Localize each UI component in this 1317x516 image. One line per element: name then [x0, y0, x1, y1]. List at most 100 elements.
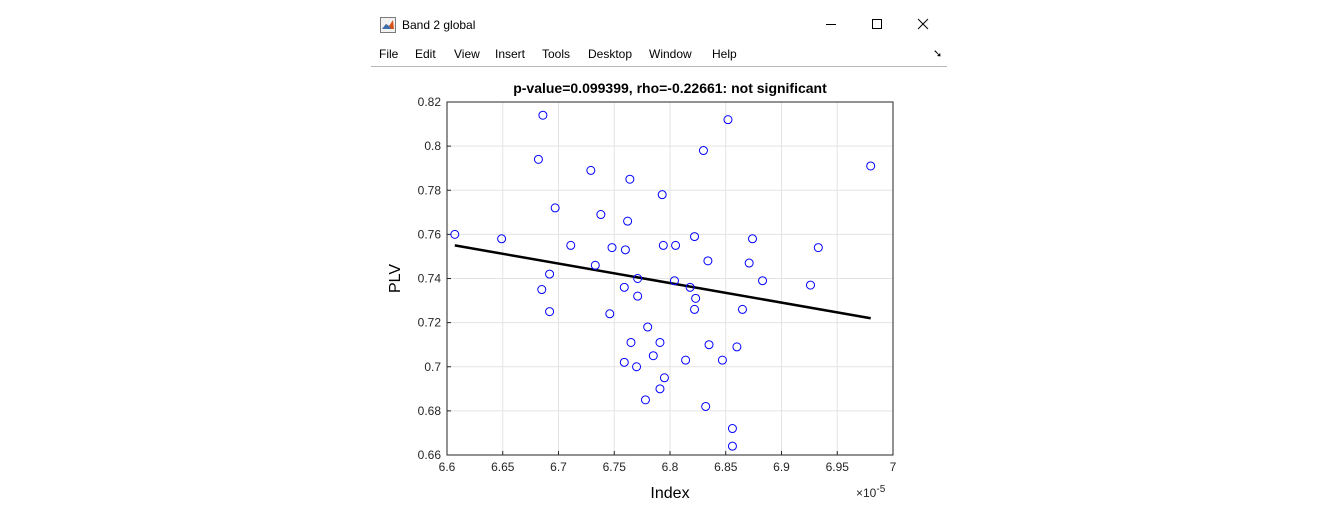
data-point: [744, 258, 754, 268]
data-point: [813, 243, 823, 253]
menu-help[interactable]: Help: [712, 47, 737, 61]
x-tick-label: 6.95: [826, 460, 850, 474]
x-exponent-base: ×10: [856, 486, 877, 500]
scatter-plot: p-value=0.099399, rho=-0.22661: not sign…: [387, 80, 897, 502]
data-point: [685, 282, 695, 292]
x-tick-label: 6.8: [662, 460, 679, 474]
data-point: [537, 285, 547, 295]
data-point: [643, 322, 653, 332]
data-point: [655, 384, 665, 394]
y-axis-label: PLV: [387, 264, 404, 293]
data-points: [450, 110, 876, 451]
menu-insert[interactable]: Insert: [495, 47, 526, 61]
y-tick-label: 0.82: [418, 95, 442, 109]
data-point: [605, 309, 615, 319]
x-axis-exponent: ×10-5: [856, 484, 886, 500]
menu-file[interactable]: File: [379, 47, 399, 61]
data-point: [545, 307, 555, 317]
x-axis-label: Index: [650, 485, 689, 502]
y-tick-label: 0.7: [424, 360, 441, 374]
menu-tools[interactable]: Tools: [542, 47, 571, 61]
x-tick-label: 6.6: [439, 460, 456, 474]
data-point: [586, 165, 596, 175]
data-point: [717, 355, 727, 365]
data-point: [550, 203, 560, 213]
data-point: [669, 276, 679, 286]
data-point: [538, 110, 548, 120]
data-point: [737, 304, 747, 314]
data-point: [533, 154, 543, 164]
data-point: [701, 401, 711, 411]
data-point: [626, 337, 636, 347]
y-tick-label: 0.8: [424, 139, 441, 153]
maximize-button[interactable]: [854, 8, 900, 40]
data-point: [640, 395, 650, 405]
menu-edit[interactable]: Edit: [415, 47, 436, 61]
figure-window: Band 2 global File Edit View Insert Tool…: [371, 0, 947, 516]
matlab-figure-icon: [380, 17, 396, 33]
data-point: [596, 210, 606, 220]
menu-view[interactable]: View: [454, 47, 480, 61]
minimize-icon: [826, 24, 836, 25]
x-tick-label: 6.85: [714, 460, 738, 474]
regression-line: [454, 244, 871, 320]
menu-window[interactable]: Window: [649, 47, 692, 61]
data-point: [805, 280, 815, 290]
data-point: [727, 424, 737, 434]
minimize-button[interactable]: [808, 8, 854, 40]
data-point: [690, 232, 700, 242]
data-point: [497, 234, 507, 244]
data-point: [619, 282, 629, 292]
data-point: [703, 256, 713, 266]
y-tick-label: 0.72: [418, 316, 442, 330]
data-point: [566, 240, 576, 250]
data-point: [671, 240, 681, 250]
dock-arrow-icon[interactable]: ➘: [933, 48, 943, 60]
data-point: [732, 342, 742, 352]
data-point: [698, 146, 708, 156]
grid-lines: [446, 101, 894, 456]
data-point: [704, 340, 714, 350]
data-point: [758, 276, 768, 286]
window-title: Band 2 global: [402, 18, 476, 32]
data-point: [633, 274, 643, 283]
fit-line-group: [454, 244, 871, 320]
close-button[interactable]: [900, 8, 946, 40]
data-point: [748, 234, 758, 244]
menu-bar: File Edit View Insert Tools Desktop Wind…: [371, 42, 947, 67]
y-tick-label: 0.66: [418, 448, 442, 462]
y-tick-label: 0.78: [418, 183, 442, 197]
title-bar[interactable]: Band 2 global: [371, 8, 947, 42]
data-point: [632, 362, 642, 372]
data-point: [620, 245, 630, 255]
x-tick-label: 6.75: [603, 460, 627, 474]
data-point: [658, 240, 668, 250]
data-point: [633, 291, 643, 301]
maximize-icon: [872, 19, 882, 29]
data-point: [590, 260, 600, 270]
y-tick-label: 0.74: [418, 272, 442, 286]
data-point: [681, 355, 691, 365]
data-point: [659, 373, 669, 383]
close-icon: [917, 18, 929, 30]
data-point: [648, 351, 658, 361]
data-point: [866, 161, 876, 171]
data-point: [625, 174, 635, 184]
data-point: [723, 115, 733, 125]
menu-desktop[interactable]: Desktop: [588, 47, 633, 61]
data-point: [619, 357, 629, 367]
data-point: [690, 304, 700, 314]
data-point: [727, 441, 737, 451]
data-point: [450, 229, 460, 239]
x-exponent-power: -5: [876, 484, 885, 495]
x-tick-label: 7: [890, 460, 897, 474]
data-point: [623, 216, 633, 226]
data-point: [657, 190, 667, 200]
axis-ticks: 6.6 6.65 6.7 6.75 6.8 6.85 6.9 6.95 7 0.66 0.68 0.7…: [418, 95, 897, 474]
x-tick-label: 6.9: [773, 460, 790, 474]
y-tick-label: 0.68: [418, 404, 442, 418]
data-point: [655, 337, 665, 347]
x-tick-label: 6.7: [550, 460, 567, 474]
data-point: [691, 293, 701, 303]
data-point: [545, 269, 555, 279]
